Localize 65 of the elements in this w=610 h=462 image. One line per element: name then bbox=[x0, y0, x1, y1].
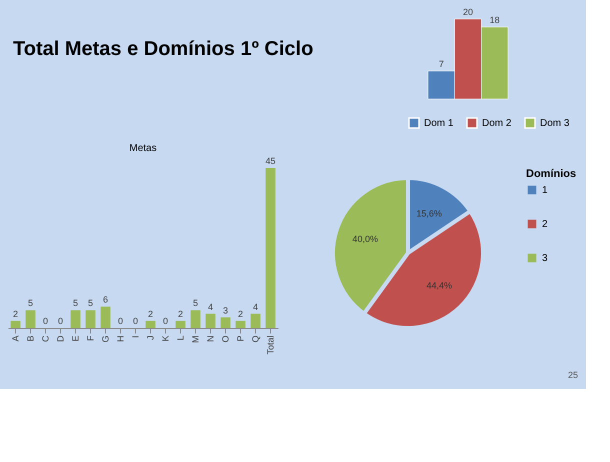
data-label: 0 bbox=[42, 316, 48, 326]
bar bbox=[206, 314, 216, 328]
x-tick-label: M bbox=[190, 336, 200, 343]
legend-title: Domínios bbox=[526, 168, 576, 180]
bar bbox=[10, 320, 20, 328]
data-label: 3 bbox=[222, 305, 228, 316]
data-label: 15,6% bbox=[416, 208, 442, 218]
data-label: 2 bbox=[238, 308, 244, 319]
legend-label: 2 bbox=[542, 219, 548, 230]
legend-label: 3 bbox=[542, 253, 548, 264]
data-label: 2 bbox=[148, 308, 154, 319]
x-tick-label: C bbox=[40, 335, 50, 342]
data-label: 6 bbox=[102, 294, 108, 305]
x-tick-label: I bbox=[130, 336, 140, 338]
data-label: 0 bbox=[132, 316, 138, 326]
bar bbox=[100, 306, 110, 328]
text: 25 bbox=[568, 370, 578, 380]
x-tick-label: Total bbox=[266, 336, 276, 355]
bar bbox=[86, 310, 96, 328]
x-tick-label: K bbox=[160, 336, 170, 342]
data-label: 5 bbox=[88, 298, 94, 308]
x-tick-label: H bbox=[116, 336, 126, 342]
bar bbox=[220, 317, 230, 328]
x-tick-label: A bbox=[10, 336, 20, 342]
bar bbox=[250, 314, 260, 328]
data-label: 45 bbox=[265, 156, 276, 166]
bar bbox=[176, 320, 186, 328]
data-label: 44,4% bbox=[426, 280, 452, 290]
x-tick-label: D bbox=[56, 335, 66, 342]
legend-label: Dom 1 bbox=[424, 118, 454, 129]
text: Total Metas e Domínios 1º Ciclo bbox=[13, 38, 314, 60]
data-label: 40,0% bbox=[352, 234, 378, 244]
chart-title: Metas bbox=[129, 143, 157, 154]
data-label: 5 bbox=[28, 298, 34, 308]
data-label: 20 bbox=[462, 7, 474, 17]
x-tick-label: E bbox=[70, 336, 80, 342]
data-label: 2 bbox=[12, 308, 18, 319]
x-tick-label: P bbox=[236, 336, 246, 342]
x-tick-label: Q bbox=[250, 336, 260, 343]
legend-label: Dom 3 bbox=[540, 118, 570, 129]
data-label: 0 bbox=[162, 316, 168, 326]
data-label: 5 bbox=[72, 298, 78, 308]
data-label: 0 bbox=[118, 316, 124, 326]
x-tick-label: F bbox=[86, 335, 96, 341]
data-label: 18 bbox=[490, 15, 500, 25]
data-label: 0 bbox=[58, 316, 64, 326]
data-label: 7 bbox=[438, 59, 444, 69]
bar bbox=[266, 168, 276, 328]
bar bbox=[236, 320, 246, 328]
data-label: 4 bbox=[208, 302, 214, 312]
x-tick-label: J bbox=[146, 336, 156, 340]
x-tick-label: L bbox=[176, 336, 186, 341]
x-tick-label: N bbox=[206, 336, 216, 342]
data-label: 2 bbox=[178, 308, 184, 319]
data-label: 5 bbox=[192, 298, 198, 308]
bar bbox=[146, 320, 156, 328]
bar bbox=[26, 310, 36, 328]
data-label: 4 bbox=[252, 302, 258, 312]
x-tick-label: G bbox=[100, 336, 110, 343]
bar bbox=[70, 310, 80, 328]
legend-label: 1 bbox=[542, 185, 548, 196]
legend-label: Dom 2 bbox=[482, 118, 512, 129]
x-tick-label: B bbox=[26, 336, 36, 342]
bar bbox=[190, 310, 200, 328]
x-tick-label: O bbox=[220, 336, 230, 343]
